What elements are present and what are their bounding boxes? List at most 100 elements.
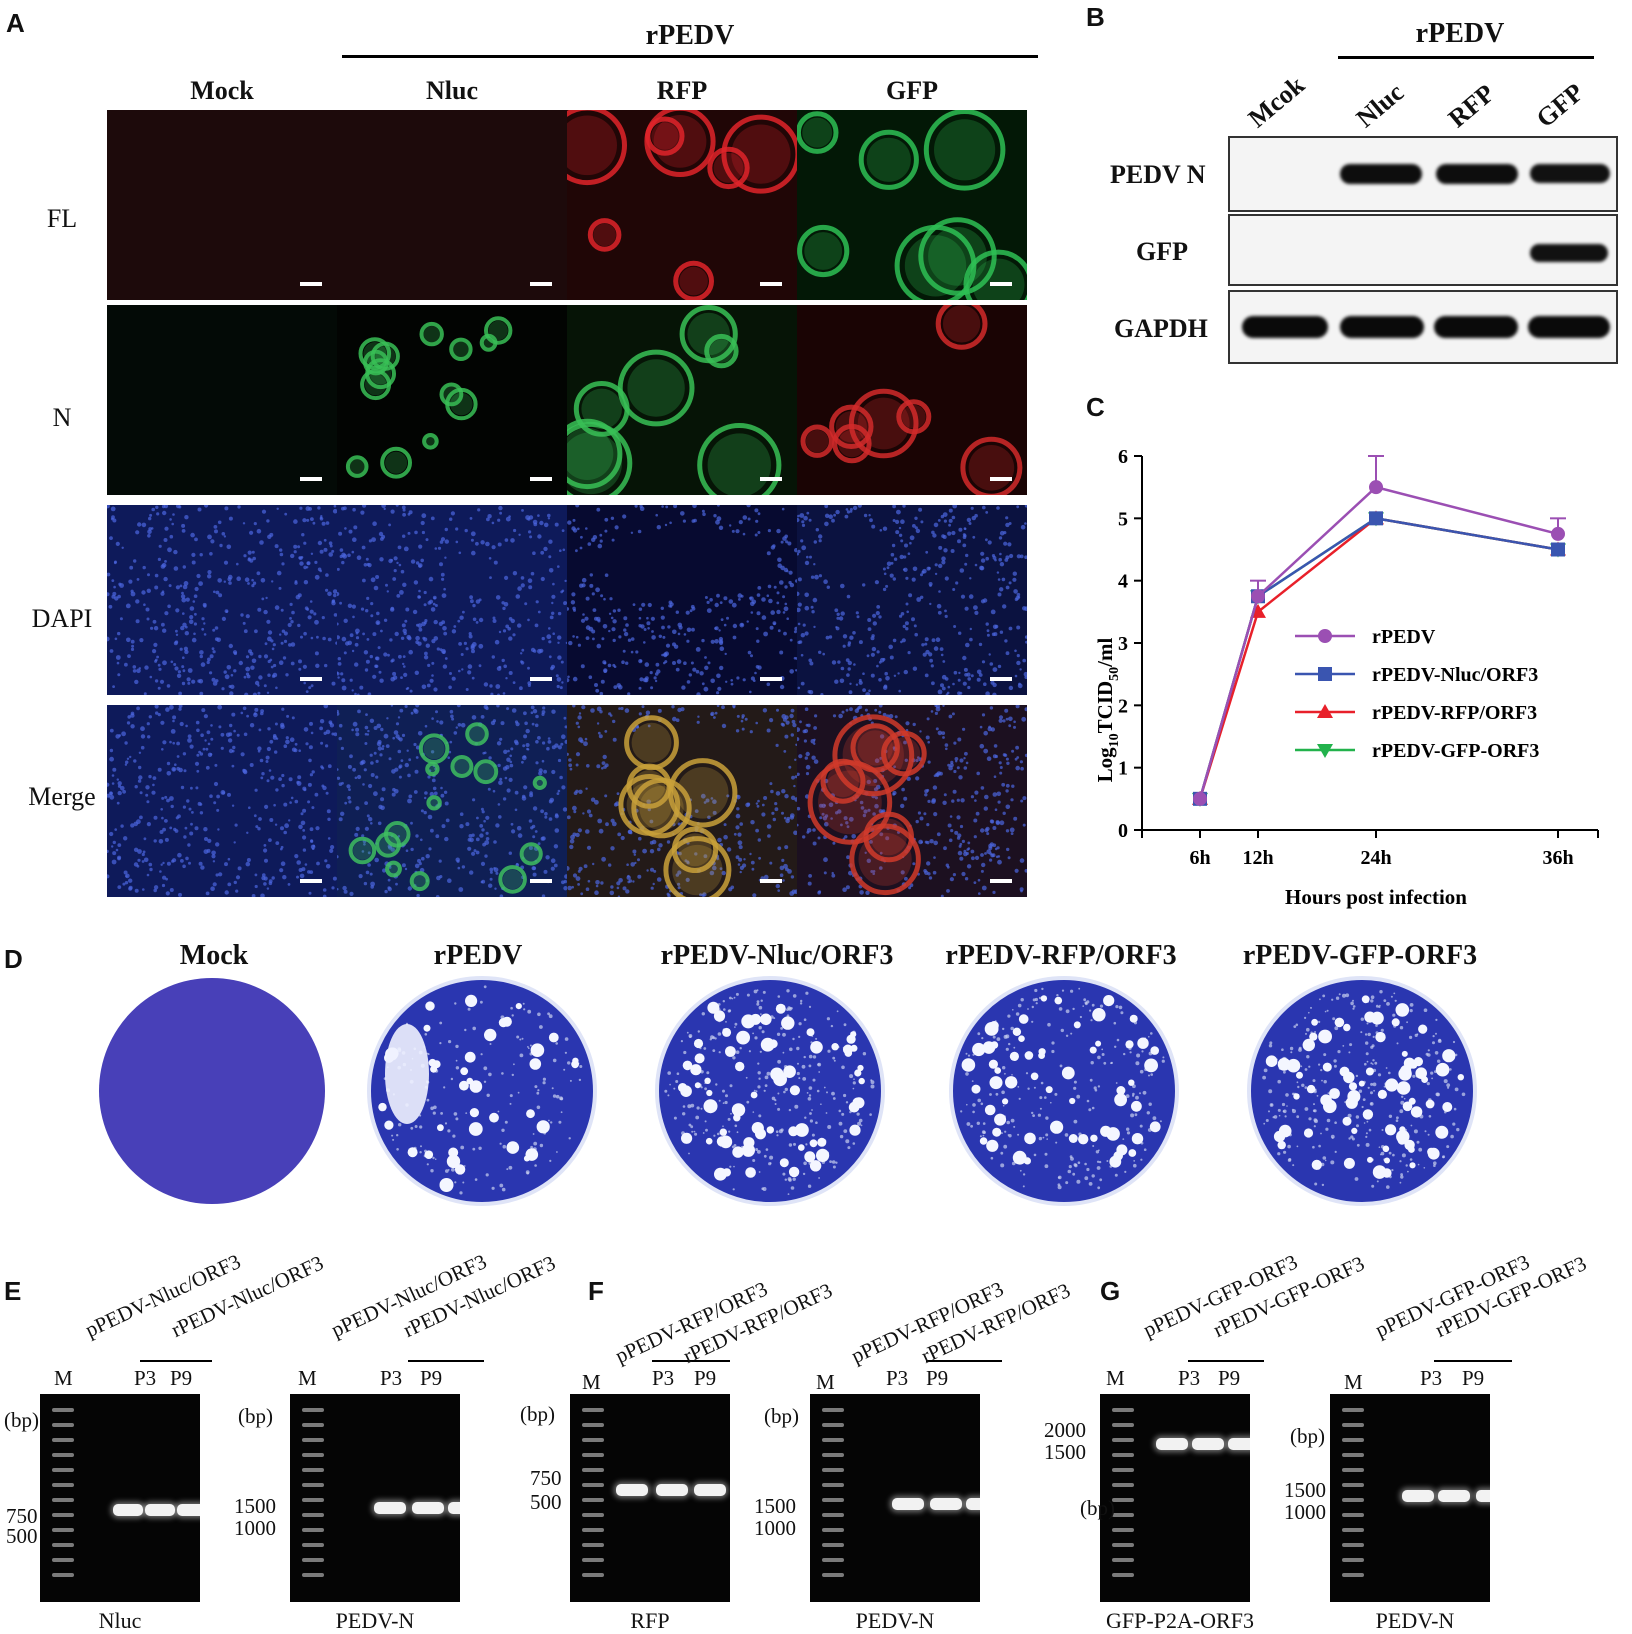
micrograph-merge-nluc <box>337 705 567 897</box>
gel-g1-ladder-band <box>1112 1483 1134 1487</box>
gel-e1-ladder-band <box>52 1543 74 1547</box>
y-label-tcid: TCID <box>1093 681 1117 734</box>
gel-e2-ladder-band <box>302 1573 324 1577</box>
gel-e1-ladder-band <box>52 1528 74 1532</box>
gel-f1-ladder-band <box>582 1483 604 1487</box>
gel-f1-ladder-band <box>582 1423 604 1427</box>
micrograph-fl-gfp <box>797 110 1027 300</box>
gel-g1-ladder-band <box>1112 1543 1134 1547</box>
gel-g1-band-2 <box>1228 1438 1250 1450</box>
data-point-0-0 <box>1193 791 1207 806</box>
band-pedv-n-rfp <box>1436 164 1518 184</box>
band-gfp-gfp <box>1530 244 1608 262</box>
gel-f1-ladder-band <box>582 1468 604 1472</box>
micrograph-dapi-rfp <box>567 505 797 695</box>
blot-strip-pedv-n <box>1228 136 1618 212</box>
gel-f1-ladder-band <box>582 1438 604 1442</box>
gel-e1-unit: (bp) <box>4 1408 39 1432</box>
gel-e2-unit: (bp) <box>238 1404 273 1428</box>
gel-g1-ladder-band <box>1112 1408 1134 1412</box>
panel-label-a: A <box>6 8 25 38</box>
gel-f1-ladder-band <box>582 1498 604 1502</box>
gel-f2-image <box>810 1394 980 1602</box>
micrograph-fl-nluc <box>337 110 567 300</box>
gel-g2-band-2 <box>1476 1490 1490 1502</box>
plaque-label-gfp: rPEDV-GFP-ORF3 <box>1242 940 1478 971</box>
y-tick-label-1: 1 <box>1118 758 1128 780</box>
chart-legend: rPEDV rPEDV-Nluc/ORF3 rPEDV-RFP/ORF3 rPEDV-… <box>1295 626 1539 762</box>
gel-f2-marker: M <box>816 1370 835 1394</box>
gel-e1-p9: P9 <box>170 1366 193 1390</box>
gel-g2-ladder-band <box>1342 1513 1364 1517</box>
gel-f2-caption: PEDV-N <box>855 1608 935 1633</box>
lane-label-nluc: Nluc <box>1350 77 1410 134</box>
gel-f1-image <box>570 1394 730 1602</box>
gel-g2-band-1 <box>1438 1490 1470 1502</box>
gel-g1-p9: P9 <box>1218 1366 1241 1390</box>
gel-e1-size-500: 500 <box>6 1524 38 1548</box>
band-gapdh-nluc <box>1340 316 1424 338</box>
gel-f2-ladder-band <box>822 1528 844 1532</box>
y-label-log: Log <box>1093 747 1117 783</box>
gel-e2-ladder-band <box>302 1438 324 1442</box>
series-line-0 <box>1198 485 1559 800</box>
gel-f2-ladder-band <box>822 1438 844 1442</box>
data-point-1-2 <box>1369 511 1383 526</box>
legend-marker-1 <box>1318 667 1332 681</box>
y-tick-label-5: 5 <box>1118 508 1128 530</box>
blot-label-gapdh: GAPDH <box>1114 314 1208 343</box>
plaque-plate-4 <box>1245 974 1479 1213</box>
legend-marker-2 <box>1317 704 1333 718</box>
gel-g2-band-0 <box>1402 1490 1434 1502</box>
panel-label-b: B <box>1086 2 1105 32</box>
gel-g1-passage-bar <box>1188 1360 1264 1362</box>
gel-e1-image <box>40 1394 200 1602</box>
legend-label-1: rPEDV-Nluc/ORF3 <box>1372 664 1538 686</box>
plaque-plate-0 <box>95 974 329 1213</box>
gel-f2-band-2 <box>966 1498 980 1510</box>
gel-f2-band-0 <box>892 1498 924 1510</box>
gel-g2-marker: M <box>1344 1370 1363 1394</box>
data-point-0-2 <box>1369 480 1383 495</box>
gel-f1-band-1 <box>656 1484 688 1496</box>
column-header-rfp: RFP <box>656 76 708 105</box>
gel-g1-band-1 <box>1192 1438 1224 1450</box>
chart-axes: 0 1 2 3 4 5 6 6h 12h 24h 36h <box>1118 446 1599 869</box>
micrograph-fl-mock <box>107 110 337 300</box>
gel-g1-size-2000: 2000 <box>1044 1418 1086 1442</box>
gel-g2-ladder-band <box>1342 1468 1364 1472</box>
gel-e1-passage-bar <box>140 1360 212 1362</box>
gel-e1-p3: P3 <box>134 1366 157 1390</box>
gel-f1-passage-bar <box>652 1360 730 1362</box>
gel-g2-image <box>1330 1394 1490 1602</box>
gel-f2-p9: P9 <box>926 1366 949 1390</box>
gel-g2-ladder-band <box>1342 1558 1364 1562</box>
gel-e2-ladder-band <box>302 1453 324 1457</box>
y-axis-label: Log10TCID50/ml <box>1093 637 1122 782</box>
y-tick-label-2: 2 <box>1118 695 1128 717</box>
gel-g1-ladder-band <box>1112 1453 1134 1457</box>
x-tick-label-12h: 12h <box>1242 847 1273 869</box>
lane-label-rfp: RFP <box>1442 78 1501 134</box>
gel-e2-band-0 <box>374 1502 406 1514</box>
band-pedv-n-nluc <box>1340 164 1422 184</box>
gel-e1-band-0 <box>113 1504 143 1516</box>
blot-strip-gfp <box>1228 214 1618 286</box>
chart-series <box>1192 455 1566 807</box>
gel-g2-ladder-band <box>1342 1573 1364 1577</box>
y-tick-label-0: 0 <box>1118 820 1128 842</box>
gel-g1-ladder-band <box>1112 1528 1134 1532</box>
gel-e1-ladder-band <box>52 1408 74 1412</box>
micrograph-merge-rfp <box>567 705 797 897</box>
gel-f1-ladder-band <box>582 1513 604 1517</box>
gel-g1-ladder-band <box>1112 1573 1134 1577</box>
gel-e2-ladder-band <box>302 1468 324 1472</box>
micrograph-dapi-nluc <box>337 505 567 695</box>
gel-g1-image <box>1100 1394 1250 1602</box>
x-tick-label-24h: 24h <box>1360 847 1391 869</box>
gel-e1-band-2 <box>177 1504 200 1516</box>
gel-e1-ladder-band <box>52 1483 74 1487</box>
gel-e2-p9: P9 <box>420 1366 443 1390</box>
gel-f1-caption: RFP <box>630 1608 670 1633</box>
